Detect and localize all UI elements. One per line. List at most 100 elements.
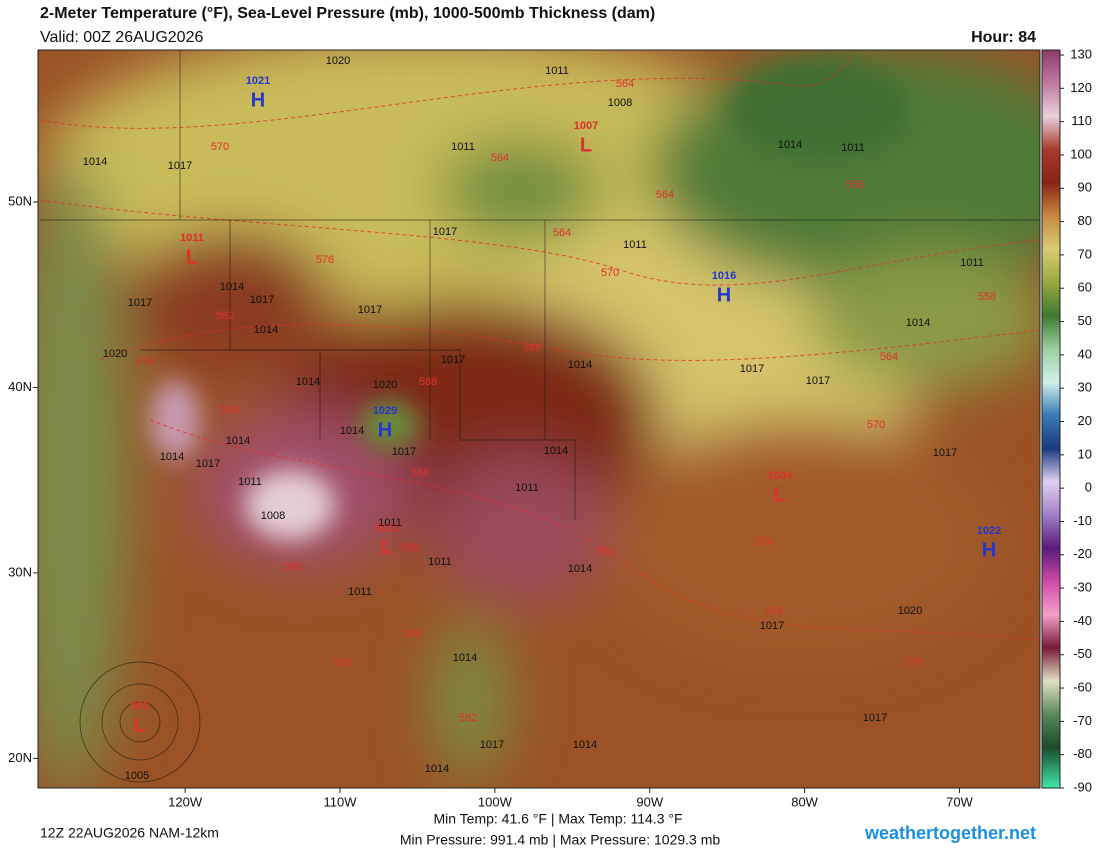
center-letter: L [774,484,786,506]
colorbar-label: -80 [1073,746,1092,761]
isobar-label: 1020 [373,379,397,391]
colorbar-label: 60 [1078,280,1092,295]
thickness-label: 576 [316,254,334,266]
isobar-label: 1017 [196,458,220,470]
isobar-label: 1017 [392,446,416,458]
thickness-label: 570 [601,267,619,279]
map-field [38,50,1040,788]
isobar-label: 1017 [806,375,830,387]
colorbar-label: 10 [1078,446,1092,461]
center-value: 1016 [712,270,736,282]
isobar-label: 1008 [608,97,632,109]
lon-label: 100W [478,794,513,809]
center-value: 1022 [977,525,1001,537]
thickness-label: 582 [334,657,352,669]
temp-range: Min Temp: 41.6 °F | Max Temp: 114.3 °F [433,811,682,827]
lon-label: 90W [636,794,663,809]
center-letter: H [717,284,731,306]
colorbar-label: 110 [1071,113,1092,128]
thickness-label: 570 [867,419,885,431]
thickness-label: 570 [211,141,229,153]
thickness-label: 588 [523,342,541,354]
thickness-label: 588 [401,542,419,554]
title: 2-Meter Temperature (°F), Sea-Level Pres… [40,5,655,22]
center-value: 1004 [768,470,793,482]
isobar-label: 1014 [906,317,930,329]
colorbar-label: -60 [1073,679,1092,694]
colorbar-label: -70 [1073,713,1092,728]
thickness-label: 588 [284,561,302,573]
isobar-label: 1020 [326,55,350,67]
thickness-label: 576 [756,536,774,548]
colorbar-label: 130 [1070,46,1092,61]
thickness-label: 582 [459,712,477,724]
isobar-label: 1020 [898,605,922,617]
thickness-label: 576 [136,356,154,368]
isobar-label: 1017 [168,160,192,172]
isobar-label: 1011 [348,586,372,598]
thickness-label: 564 [553,227,571,239]
colorbar-label: 70 [1078,246,1092,261]
isobar-label: 1014 [254,324,278,336]
thickness-label: 564 [491,152,509,164]
lat-label: 50N [8,193,32,208]
isobar-label: 1011 [451,141,475,153]
isobar-label: 1017 [863,712,887,724]
map-frame [37,49,1041,789]
thickness-label: 558 [978,291,996,303]
center-letter: L [186,246,198,268]
isobar-label: 1011 [378,517,402,529]
isobar-label: 1017 [480,739,504,751]
isobar-label: 1017 [250,294,274,306]
thickness-label: 588 [419,376,437,388]
isobar-label: 1014 [340,425,364,437]
isobar-label: 1005 [125,770,149,782]
isobar-label: 1011 [238,476,262,488]
thickness-label: 564 [616,78,634,90]
lon-label: 70W [946,794,973,809]
isobar-label: 1017 [433,226,457,238]
colorbar-label: 50 [1078,313,1092,328]
isobar-label: 1014 [226,435,250,447]
thickness-label: 588 [411,467,429,479]
center-letter: L [580,134,592,156]
center-value: 1011 [180,232,204,244]
isobar-label: 1011 [960,257,984,269]
isobar-label: 1014 [160,451,184,463]
colorbar-label: 30 [1078,380,1092,395]
colorbar-label: -50 [1073,646,1092,661]
center-letter: H [982,539,996,561]
isobar-label: 1017 [441,354,465,366]
valid-time: Valid: 00Z 26AUG2026 [40,29,203,46]
pressure-range: Min Pressure: 991.4 mb | Max Pressure: 1… [400,832,721,848]
thickness-label: 564 [880,351,898,363]
forecast-hour: Hour: 84 [971,29,1036,46]
colorbar [1041,49,1061,789]
isobar-label: 1011 [623,239,647,251]
lat-label: 40N [8,379,32,394]
site-name: weathertogether.net [864,823,1036,843]
isobar-label: 1014 [425,763,449,775]
colorbar-label: -30 [1073,580,1092,595]
colorbar-label: 90 [1078,180,1092,195]
center-value: 991 [131,700,149,712]
isobar-label: 1014 [544,445,568,457]
thickness-label: 582 [216,310,234,322]
isobar-label: 1011 [428,556,452,568]
lon-label: 110W [323,794,357,809]
center-letter: L [134,714,146,736]
colorbar-label: -20 [1073,546,1092,561]
thickness-label: 576 [904,656,922,668]
colorbar-label: -90 [1073,779,1092,794]
isobar-label: 1014 [573,739,597,751]
thickness-label: 588 [221,404,239,416]
isobar-label: 1014 [568,359,592,371]
center-value: 1011 [375,522,399,534]
isobar-label: 1017 [740,363,764,375]
isobar-label: 1017 [933,447,957,459]
isobar-label: 1017 [358,304,382,316]
lon-label: 80W [791,794,818,809]
lat-label: 20N [8,750,32,765]
colorbar-label: 40 [1078,346,1092,361]
isobar-label: 1020 [103,348,127,360]
